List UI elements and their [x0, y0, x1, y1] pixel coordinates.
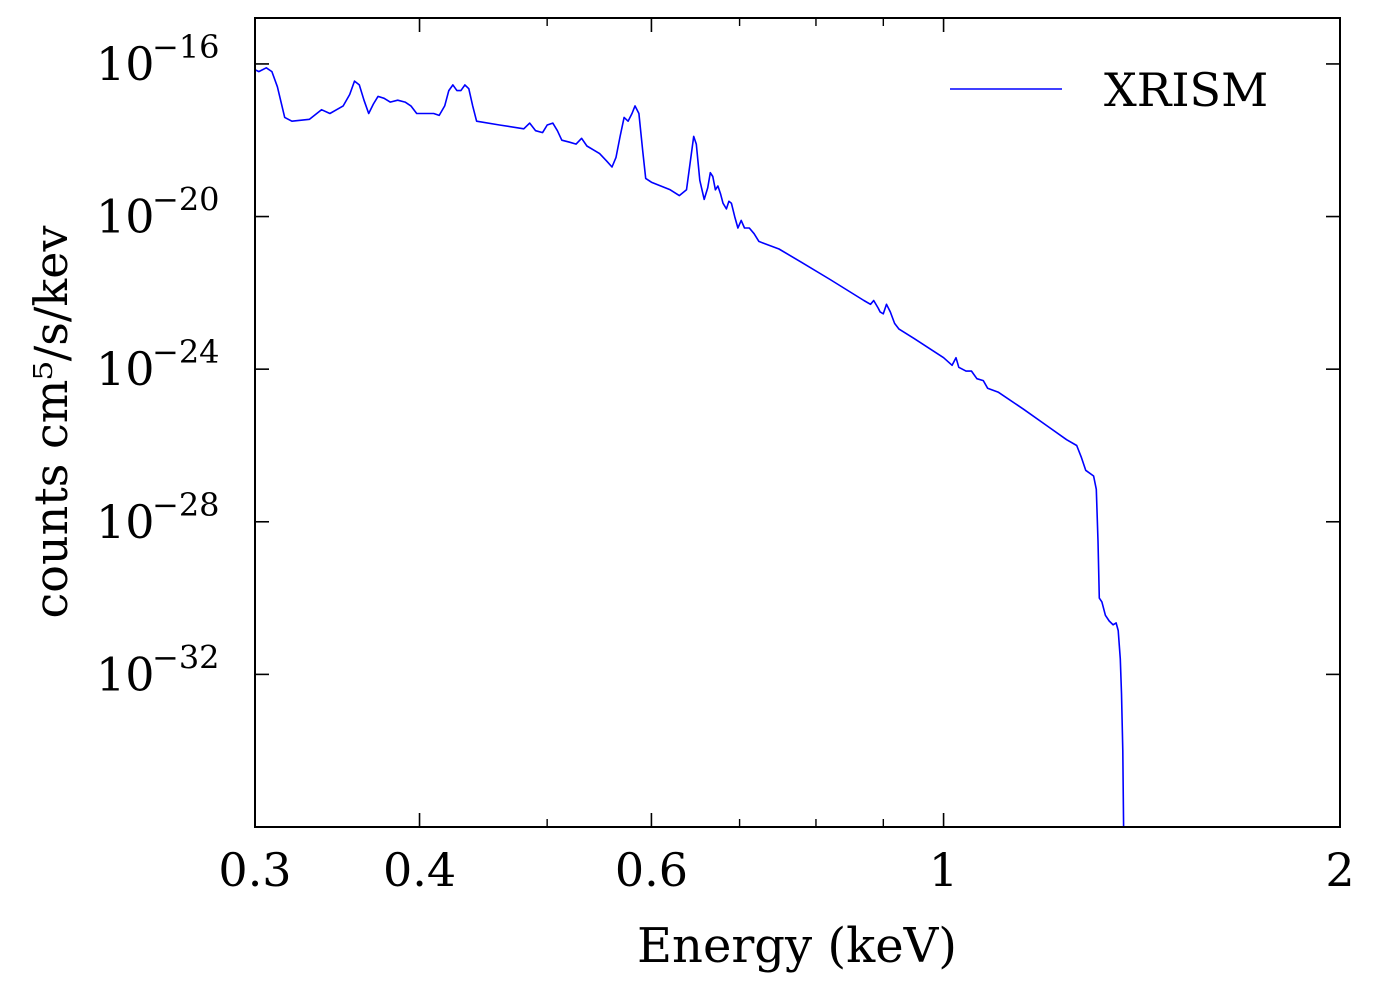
y-tick-exponent: −24: [152, 333, 220, 371]
y-tick-label: 10−24: [96, 333, 220, 396]
y-tick-base: 10: [96, 37, 155, 91]
y-tick-base: 10: [96, 647, 155, 701]
series-xrism-line: [254, 67, 1125, 828]
y-tick-label: 10−32: [96, 638, 220, 701]
plot-frame: [254, 17, 1341, 828]
y-axis-label: counts cm⁵/s/kev: [24, 226, 78, 619]
tick-marks: [254, 18, 1341, 827]
x-tick-label: 1: [929, 843, 958, 897]
y-tick-exponent: −16: [152, 28, 220, 66]
y-tick-base: 10: [96, 495, 155, 549]
x-axis-label: Energy (keV): [637, 918, 957, 974]
y-tick-label: 10−16: [96, 28, 220, 91]
y-tick-base: 10: [96, 190, 155, 244]
x-tick-label: 0.3: [218, 843, 291, 897]
y-tick-exponent: −20: [152, 181, 220, 219]
legend-label-xrism: XRISM: [1104, 63, 1268, 117]
x-tick-label: 0.4: [383, 843, 456, 897]
x-tick-label: 0.6: [615, 843, 688, 897]
y-tick-exponent: −28: [152, 486, 220, 524]
legend: XRISM: [950, 63, 1268, 117]
y-tick-label: 10−20: [96, 181, 220, 244]
x-tick-labels: 0.3 0.4 0.6 1 2: [218, 843, 1354, 897]
x-tick-label: 2: [1325, 843, 1354, 897]
y-tick-base: 10: [96, 342, 155, 396]
y-tick-label: 10−28: [96, 486, 220, 549]
y-tick-exponent: −32: [152, 638, 220, 676]
